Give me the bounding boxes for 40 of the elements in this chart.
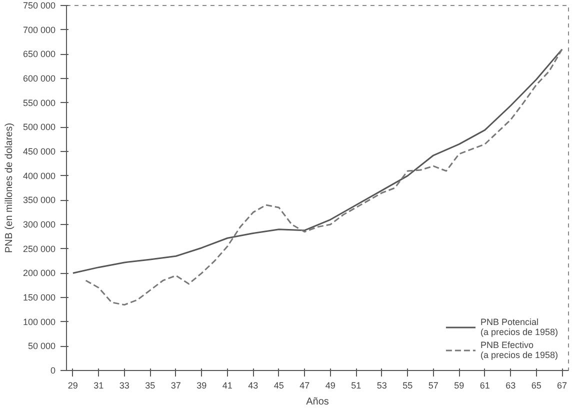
y-tick-label: 250 000 <box>22 244 56 254</box>
x-tick-label: 49 <box>325 380 336 390</box>
y-tick-label: 300 000 <box>22 220 56 230</box>
y-tick-label: 150 000 <box>22 292 56 302</box>
x-tick-label: 61 <box>480 380 490 390</box>
x-tick-label: 63 <box>506 380 516 390</box>
y-tick-label: 0 <box>50 366 56 376</box>
y-tick-label: 100 000 <box>22 316 56 327</box>
x-tick-label: 41 <box>222 380 232 390</box>
legend-label: PNB Efectivo (a precios de 1958) <box>480 340 558 360</box>
y-tick-label: 500 000 <box>22 122 56 132</box>
y-tick-label: 700 000 <box>22 24 56 35</box>
y-tick-label: 750 000 <box>22 0 56 10</box>
x-axis-title: Años <box>306 396 329 408</box>
x-tick-label: 39 <box>196 380 207 390</box>
y-tick-label: 400 000 <box>22 170 56 181</box>
x-tick-label: 65 <box>531 380 542 390</box>
x-tick-label: 55 <box>402 380 413 390</box>
y-tick-label: 200 000 <box>22 268 56 278</box>
x-tick-label: 29 <box>68 380 78 390</box>
x-tick-label: 57 <box>428 380 438 390</box>
y-tick-label: 50 000 <box>28 341 56 352</box>
y-tick-label: 350 000 <box>22 195 56 206</box>
y-tick-label: 600 000 <box>22 74 56 84</box>
legend-label: PNB Potencial (a precios de 1958) <box>480 317 558 337</box>
x-tick-label: 53 <box>376 380 387 390</box>
y-axis-title: PNB (en millones de dolares) <box>4 122 15 254</box>
x-tick-label: 47 <box>300 380 310 390</box>
x-tick-label: 37 <box>170 380 181 390</box>
x-tick-label: 51 <box>351 380 362 390</box>
x-tick-label: 31 <box>94 380 104 390</box>
y-tick-label: 650 000 <box>22 49 56 60</box>
x-tick-label: 35 <box>145 380 156 390</box>
y-tick-label: 450 000 <box>22 146 56 156</box>
x-tick-label: 59 <box>454 380 464 390</box>
x-tick-label: 45 <box>274 380 284 390</box>
y-tick-label: 550 000 <box>22 98 56 108</box>
x-tick-label: 67 <box>557 380 568 390</box>
x-tick-label: 33 <box>119 380 130 390</box>
x-tick-label: 43 <box>248 380 258 390</box>
